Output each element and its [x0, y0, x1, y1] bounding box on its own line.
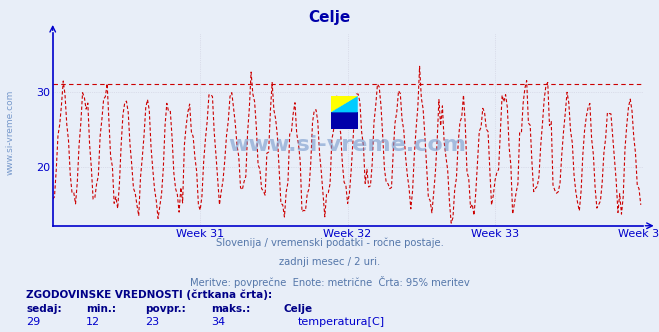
- Polygon shape: [331, 96, 344, 112]
- Text: www.si-vreme.com: www.si-vreme.com: [229, 135, 467, 155]
- Bar: [331, 112, 357, 129]
- Polygon shape: [331, 96, 357, 112]
- Text: 23: 23: [145, 317, 159, 327]
- Text: www.si-vreme.com: www.si-vreme.com: [5, 90, 14, 176]
- Text: 12: 12: [86, 317, 100, 327]
- Text: Celje: Celje: [308, 10, 351, 25]
- Text: Slovenija / vremenski podatki - ročne postaje.: Slovenija / vremenski podatki - ročne po…: [215, 237, 444, 248]
- Text: povpr.:: povpr.:: [145, 304, 186, 314]
- Text: ZGODOVINSKE VREDNOSTI (črtkana črta):: ZGODOVINSKE VREDNOSTI (črtkana črta):: [26, 290, 272, 300]
- Text: 34: 34: [211, 317, 225, 327]
- Text: 29: 29: [26, 317, 41, 327]
- Text: sedaj:: sedaj:: [26, 304, 62, 314]
- Polygon shape: [331, 96, 357, 112]
- Text: Meritve: povprečne  Enote: metrične  Črta: 95% meritev: Meritve: povprečne Enote: metrične Črta:…: [190, 276, 469, 288]
- Text: maks.:: maks.:: [211, 304, 250, 314]
- Text: Celje: Celje: [283, 304, 312, 314]
- Text: zadnji mesec / 2 uri.: zadnji mesec / 2 uri.: [279, 257, 380, 267]
- Text: min.:: min.:: [86, 304, 116, 314]
- Polygon shape: [331, 96, 357, 112]
- Text: temperatura[C]: temperatura[C]: [298, 317, 385, 327]
